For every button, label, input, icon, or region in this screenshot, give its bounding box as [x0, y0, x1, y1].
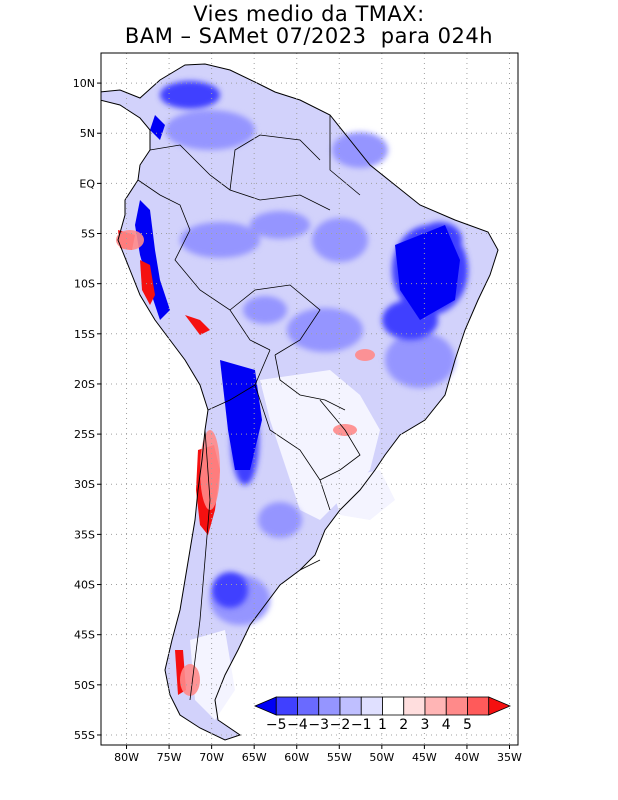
plot-frame [100, 52, 519, 746]
lat-tick-label: 10N [73, 77, 95, 90]
colorbar-label: −5 [266, 717, 287, 733]
lon-tick-label: 80W [114, 751, 139, 764]
colorbar-label: 2 [399, 717, 408, 733]
lat-tick-label: 5S [81, 228, 95, 241]
lat-tick-label: 50S [74, 679, 95, 692]
colorbar-label: 4 [442, 717, 451, 733]
colorbar-segment [360, 696, 383, 716]
colorbar-label: 1 [378, 717, 387, 733]
colorbar-label: 3 [421, 717, 430, 733]
lon-tick-label: 65W [242, 751, 267, 764]
colorbar-segment [382, 696, 405, 716]
lat-tick-label: 55S [74, 729, 95, 742]
map-grid [101, 53, 518, 745]
colorbar-label: −1 [351, 717, 372, 733]
lon-tick-label: 55W [327, 751, 352, 764]
lat-tick-label: 5N [80, 127, 95, 140]
longitude-axis: 80W 75W 70W 65W 60W 55W 50W 45W 40W 35W [114, 745, 522, 764]
colorbar-label: −4 [287, 717, 308, 733]
colorbar-segment [275, 696, 298, 716]
colorbar: −5 −4 −3 −2 −1 1 2 3 4 5 [253, 696, 512, 733]
lat-tick-label: 45S [74, 629, 95, 642]
lat-tick-label: 40S [74, 579, 95, 592]
colorbar-segment [467, 696, 490, 716]
lon-tick-label: 75W [157, 751, 182, 764]
lat-tick-label: 30S [74, 478, 95, 491]
colorbar-segment [445, 696, 468, 716]
colorbar-segment [488, 696, 512, 716]
lat-tick-label: 25S [74, 428, 95, 441]
lon-tick-label: 35W [497, 751, 522, 764]
lat-tick-label: 10S [74, 278, 95, 291]
colorbar-label: 5 [463, 717, 472, 733]
latitude-axis: 10N 5N EQ 5S 10S 15S 20S 25S 30S 35S 40S 45S 50S 55S [73, 77, 101, 742]
lat-tick-label: EQ [79, 177, 95, 190]
lon-tick-label: 45W [412, 751, 437, 764]
lon-tick-label: 40W [455, 751, 480, 764]
colorbar-segment [253, 696, 277, 716]
country-borders [137, 115, 361, 701]
lon-tick-label: 50W [369, 751, 394, 764]
colorbar-segment [318, 696, 341, 716]
map-title-line1: Vies medio da TMAX: [193, 2, 425, 26]
colorbar-segment [339, 696, 362, 716]
bias-field [101, 63, 499, 741]
colorbar-label: −3 [308, 717, 329, 733]
colorbar-segment [403, 696, 426, 716]
colorbar-segment [424, 696, 447, 716]
colorbar-segment [297, 696, 320, 716]
colorbar-label: −2 [330, 717, 351, 733]
map-title-line2: BAM – SAMet 07/2023 para 024h [124, 24, 494, 48]
lon-tick-label: 60W [284, 751, 309, 764]
lat-tick-label: 20S [74, 378, 95, 391]
lon-tick-label: 70W [199, 751, 224, 764]
lat-tick-label: 35S [74, 528, 95, 541]
lat-tick-label: 15S [74, 328, 95, 341]
